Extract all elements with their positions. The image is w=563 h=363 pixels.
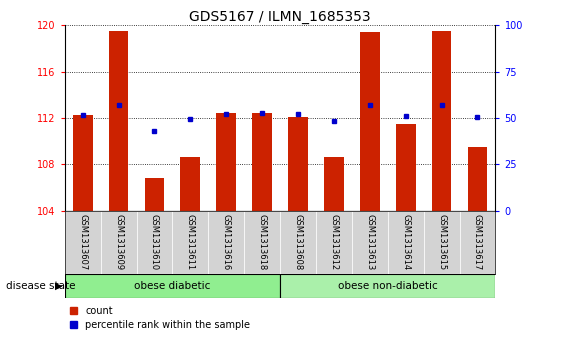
Bar bbox=[396, 124, 415, 211]
Text: GSM1313607: GSM1313607 bbox=[78, 214, 87, 270]
Bar bbox=[252, 113, 272, 211]
Bar bbox=[137, 211, 172, 274]
Text: GSM1313614: GSM1313614 bbox=[401, 214, 410, 270]
Bar bbox=[288, 117, 308, 211]
Text: disease state: disease state bbox=[6, 281, 75, 291]
Bar bbox=[424, 211, 459, 274]
Text: obese non-diabetic: obese non-diabetic bbox=[338, 281, 437, 291]
Bar bbox=[172, 211, 208, 274]
Text: ▶: ▶ bbox=[55, 281, 62, 291]
Bar bbox=[280, 211, 316, 274]
Bar bbox=[101, 211, 137, 274]
Text: GSM1313611: GSM1313611 bbox=[186, 214, 195, 270]
Bar bbox=[216, 113, 236, 211]
Bar bbox=[244, 211, 280, 274]
Bar bbox=[324, 157, 344, 211]
Text: GSM1313612: GSM1313612 bbox=[329, 214, 338, 270]
Bar bbox=[65, 274, 280, 298]
Bar bbox=[208, 211, 244, 274]
Bar bbox=[432, 31, 452, 211]
Text: GSM1313616: GSM1313616 bbox=[222, 214, 231, 270]
Bar bbox=[65, 211, 101, 274]
Text: GSM1313610: GSM1313610 bbox=[150, 214, 159, 270]
Bar bbox=[360, 32, 379, 211]
Text: obese diabetic: obese diabetic bbox=[134, 281, 211, 291]
Bar bbox=[181, 157, 200, 211]
Text: GSM1313615: GSM1313615 bbox=[437, 214, 446, 270]
Bar bbox=[145, 178, 164, 211]
Bar bbox=[388, 211, 424, 274]
Title: GDS5167 / ILMN_1685353: GDS5167 / ILMN_1685353 bbox=[189, 11, 371, 24]
Text: GSM1313618: GSM1313618 bbox=[258, 214, 267, 270]
Bar bbox=[459, 211, 495, 274]
Legend: count, percentile rank within the sample: count, percentile rank within the sample bbox=[70, 306, 250, 330]
Bar bbox=[280, 274, 495, 298]
Text: GSM1313613: GSM1313613 bbox=[365, 214, 374, 270]
Text: GSM1313608: GSM1313608 bbox=[293, 214, 302, 270]
Bar bbox=[316, 211, 352, 274]
Bar bbox=[468, 147, 488, 211]
Bar bbox=[73, 114, 92, 211]
Text: GSM1313617: GSM1313617 bbox=[473, 214, 482, 270]
Text: GSM1313609: GSM1313609 bbox=[114, 214, 123, 270]
Bar bbox=[352, 211, 388, 274]
Bar bbox=[109, 31, 128, 211]
